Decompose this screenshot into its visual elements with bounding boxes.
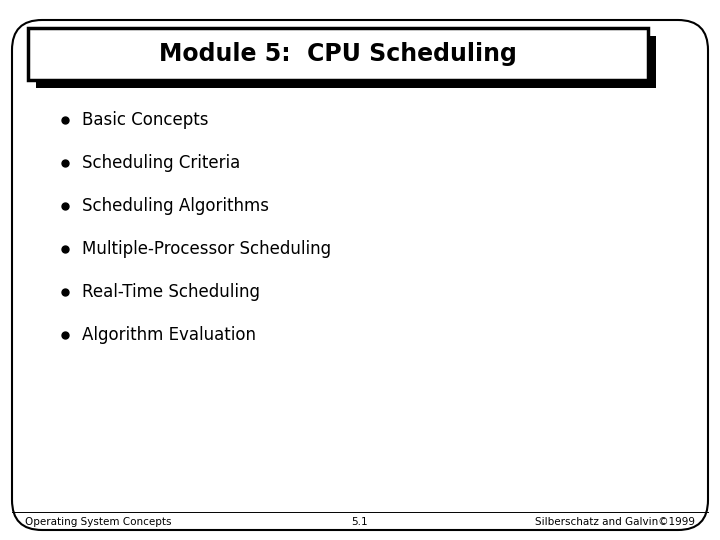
Bar <box>28 28 648 80</box>
Text: Basic Concepts: Basic Concepts <box>82 111 209 129</box>
Text: Module 5:  CPU Scheduling: Module 5: CPU Scheduling <box>159 42 517 66</box>
Text: 5.1: 5.1 <box>351 517 369 527</box>
Text: Multiple-Processor Scheduling: Multiple-Processor Scheduling <box>82 240 331 258</box>
Text: Algorithm Evaluation: Algorithm Evaluation <box>82 326 256 344</box>
Text: Real-Time Scheduling: Real-Time Scheduling <box>82 283 260 301</box>
FancyBboxPatch shape <box>12 20 708 530</box>
Text: Scheduling Algorithms: Scheduling Algorithms <box>82 197 269 215</box>
Text: Operating System Concepts: Operating System Concepts <box>25 517 171 527</box>
Bar <box>36 36 656 88</box>
Text: Silberschatz and Galvin©1999: Silberschatz and Galvin©1999 <box>535 517 695 527</box>
Text: Scheduling Criteria: Scheduling Criteria <box>82 154 240 172</box>
